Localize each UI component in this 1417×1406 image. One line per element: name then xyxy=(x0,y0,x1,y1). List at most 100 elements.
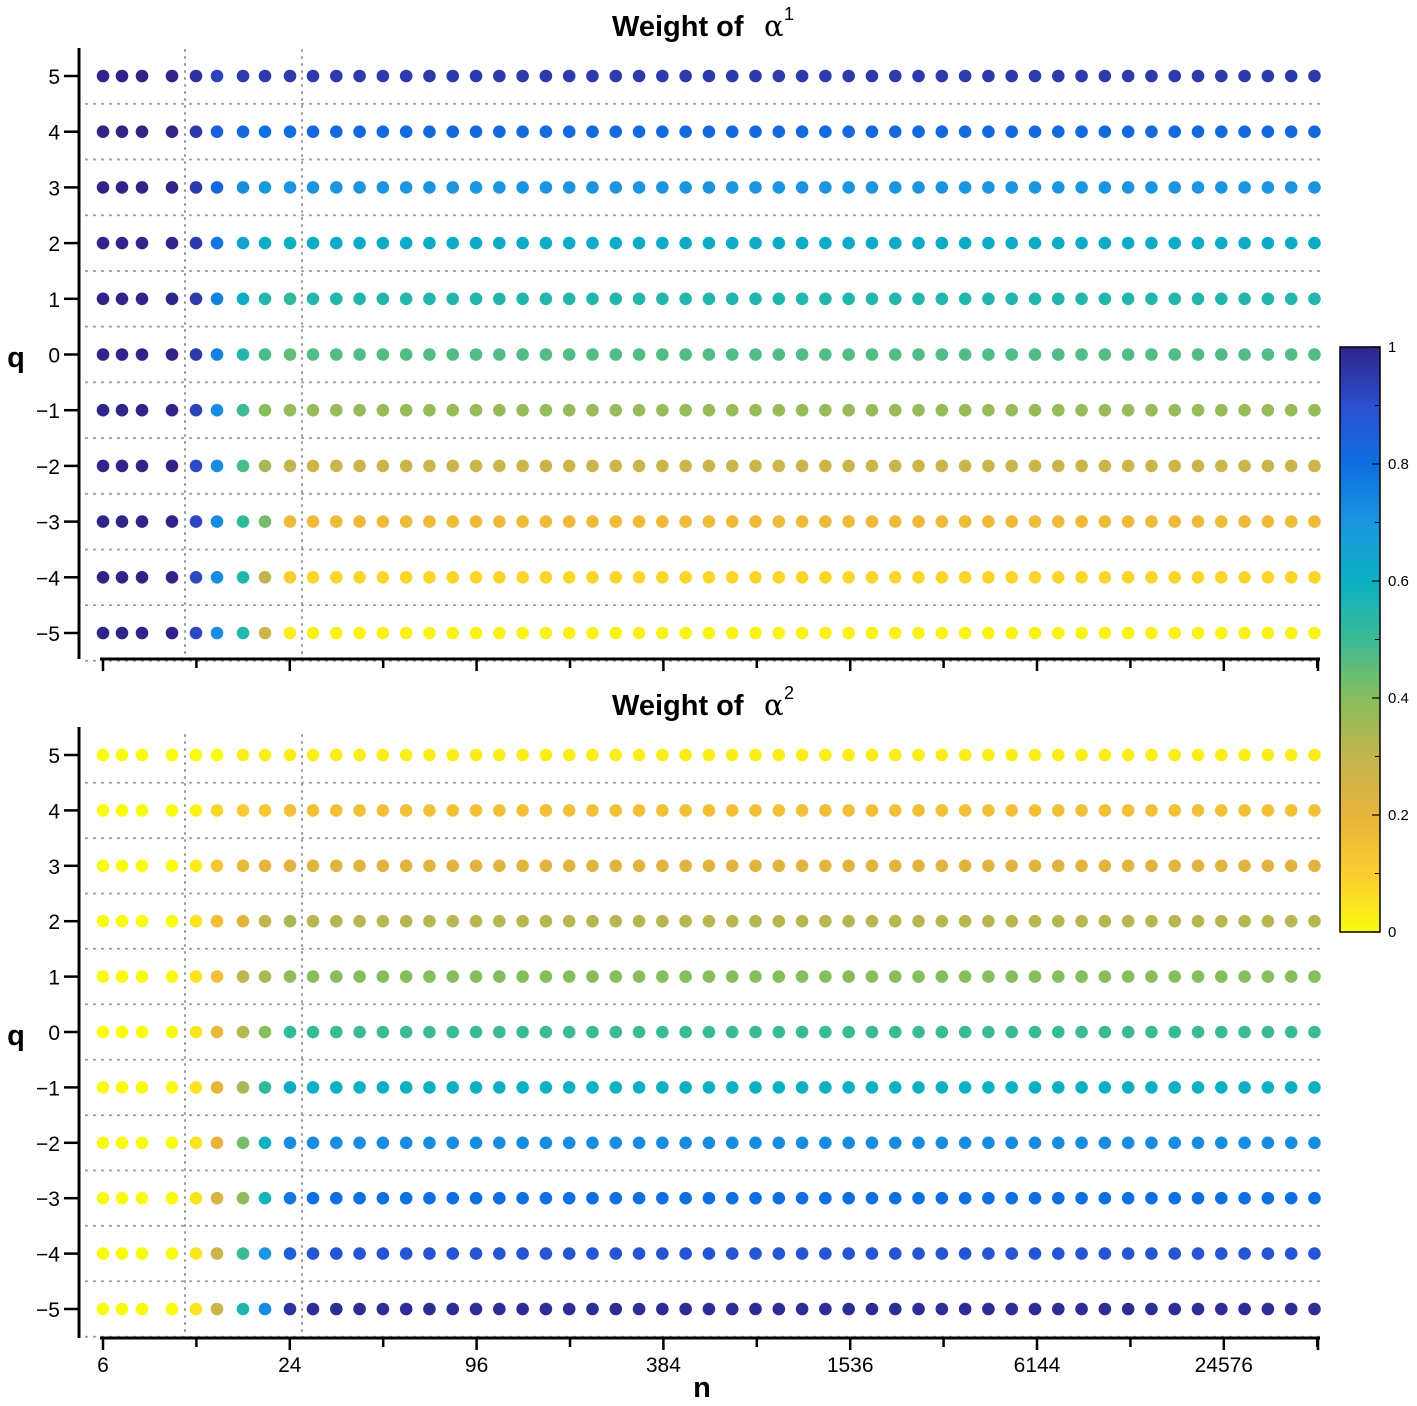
data-point xyxy=(516,1081,529,1094)
data-point xyxy=(702,748,716,762)
data-point xyxy=(912,914,925,928)
data-point xyxy=(1191,181,1205,194)
data-point xyxy=(1098,1247,1112,1260)
data-point xyxy=(609,459,623,473)
data-point xyxy=(189,515,203,528)
data-point xyxy=(258,125,272,138)
data-point xyxy=(165,181,179,194)
data-point xyxy=(236,292,250,306)
data-point xyxy=(609,859,623,873)
data-point xyxy=(586,1302,599,1316)
data-point xyxy=(702,292,716,306)
data-point xyxy=(469,859,483,873)
data-point xyxy=(1238,914,1251,928)
data-point xyxy=(306,1191,320,1205)
data-point xyxy=(1284,571,1298,584)
data-point xyxy=(609,970,623,983)
data-point xyxy=(376,348,390,361)
data-point xyxy=(1215,403,1228,417)
data-point xyxy=(423,125,436,138)
data-point xyxy=(819,292,832,306)
data-point xyxy=(493,1191,506,1205)
data-point xyxy=(423,914,436,928)
data-point xyxy=(306,1025,320,1039)
data-point xyxy=(865,1025,879,1039)
data-point xyxy=(1261,1081,1275,1094)
data-point xyxy=(493,292,506,306)
data-point xyxy=(329,859,343,873)
data-point xyxy=(258,292,272,306)
data-point xyxy=(749,1136,762,1150)
data-point xyxy=(772,403,786,417)
data-point xyxy=(888,515,902,528)
data-point xyxy=(1005,1081,1018,1094)
data-point xyxy=(865,236,879,250)
data-point xyxy=(1121,571,1135,584)
data-point xyxy=(632,804,646,817)
data-point xyxy=(958,1081,972,1094)
data-point xyxy=(679,859,692,873)
data-point xyxy=(399,69,413,83)
data-point xyxy=(236,1247,250,1260)
data-point xyxy=(1005,181,1018,194)
data-point xyxy=(1215,125,1228,138)
data-point xyxy=(702,1302,716,1316)
data-point xyxy=(283,403,297,417)
data-point xyxy=(1238,125,1251,138)
data-point xyxy=(516,1136,529,1150)
data-point xyxy=(772,626,786,640)
data-point xyxy=(935,571,949,584)
data-point xyxy=(1191,1136,1205,1150)
data-point xyxy=(749,1025,762,1039)
data-point xyxy=(283,626,297,640)
data-point xyxy=(165,125,179,138)
data-point xyxy=(1145,626,1158,640)
data-point xyxy=(539,970,553,983)
data-point xyxy=(135,69,149,83)
data-point xyxy=(819,403,832,417)
data-point xyxy=(258,1025,272,1039)
data-point xyxy=(609,125,623,138)
data-point xyxy=(1168,515,1182,528)
data-point xyxy=(1028,515,1042,528)
data-point xyxy=(1168,1081,1182,1094)
y-tick-label: −2 xyxy=(36,1133,60,1156)
data-point xyxy=(1075,571,1088,584)
data-point xyxy=(1284,69,1298,83)
data-point xyxy=(96,1247,110,1260)
data-point xyxy=(1284,459,1298,473)
data-point xyxy=(115,69,129,83)
data-point xyxy=(958,859,972,873)
data-point xyxy=(423,348,436,361)
data-point xyxy=(353,859,366,873)
x-tick-label: 1536 xyxy=(827,1354,874,1377)
data-point xyxy=(958,181,972,194)
data-point xyxy=(376,181,390,194)
data-point xyxy=(306,1247,320,1260)
data-point xyxy=(1051,69,1065,83)
x-ticks xyxy=(101,1338,1320,1350)
data-point xyxy=(423,859,436,873)
data-point xyxy=(632,1025,646,1039)
data-point xyxy=(165,515,179,528)
data-point xyxy=(1005,515,1018,528)
data-point xyxy=(115,970,129,983)
data-point xyxy=(1191,914,1205,928)
data-point xyxy=(1028,1191,1042,1205)
data-point xyxy=(1261,1247,1275,1260)
data-point xyxy=(539,403,553,417)
data-point xyxy=(96,748,110,762)
data-point xyxy=(1308,626,1321,640)
data-point xyxy=(165,1247,179,1260)
data-point xyxy=(1238,1136,1251,1150)
data-point xyxy=(283,1247,297,1260)
data-point xyxy=(982,125,995,138)
data-point xyxy=(888,571,902,584)
data-point xyxy=(96,970,110,983)
data-point xyxy=(1051,571,1065,584)
data-point xyxy=(516,626,529,640)
data-point xyxy=(1238,748,1251,762)
data-point xyxy=(469,515,483,528)
data-point xyxy=(306,1136,320,1150)
data-point xyxy=(96,459,110,473)
